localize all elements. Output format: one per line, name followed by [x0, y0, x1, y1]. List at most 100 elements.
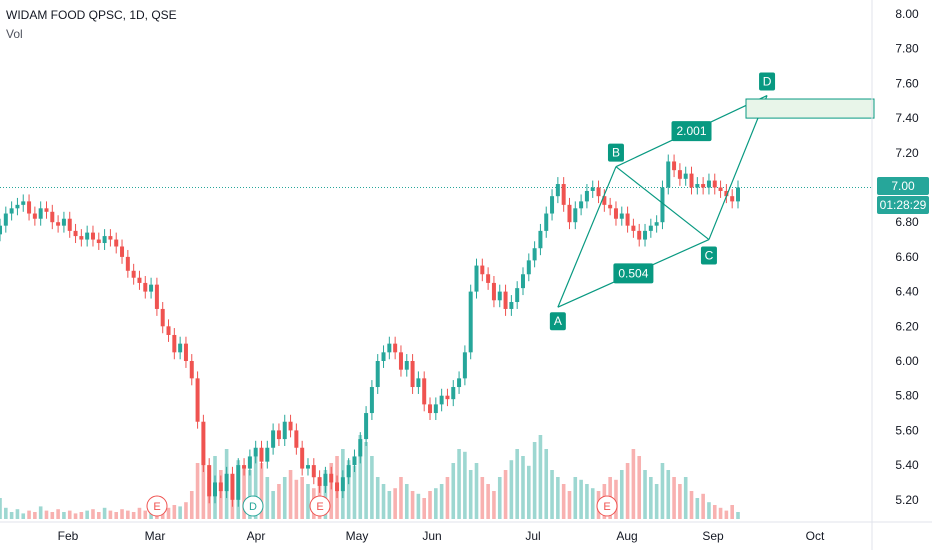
- candle-body: [579, 201, 584, 209]
- pattern-point-d: D: [759, 72, 776, 91]
- volume-bar: [195, 463, 200, 519]
- volume-bar: [399, 477, 403, 519]
- candle-body: [677, 170, 682, 179]
- candle-body: [259, 447, 264, 462]
- volume-bar: [660, 463, 665, 519]
- volume-bar: [306, 484, 310, 519]
- candle-body: [340, 477, 345, 492]
- candle-body: [61, 218, 66, 226]
- dividend-marker: D: [242, 495, 264, 517]
- price-tick-label: 6.20: [895, 319, 919, 333]
- volume-bar: [108, 510, 113, 519]
- candle-body: [666, 161, 671, 188]
- volume-bar: [654, 484, 659, 519]
- volume-bar: [300, 477, 304, 519]
- volume-bar: [102, 507, 107, 519]
- candle-body: [445, 395, 450, 400]
- volume-bar: [666, 470, 671, 519]
- candle-body: [724, 190, 729, 197]
- volume-bar: [189, 491, 194, 519]
- candle-body: [730, 196, 735, 202]
- volume-bar: [468, 470, 473, 519]
- candle-body: [120, 246, 125, 257]
- candle-body: [131, 270, 136, 278]
- last-price-tag: 7.00: [877, 177, 929, 195]
- candle-body: [329, 473, 334, 483]
- volume-bar: [50, 512, 55, 519]
- time-tick-label: Apr: [247, 529, 266, 543]
- price-tick-label: 5.80: [895, 389, 919, 403]
- candle-body: [305, 465, 310, 469]
- candle-body: [364, 413, 369, 440]
- candle-body: [573, 208, 578, 223]
- candle-body: [375, 361, 380, 388]
- candle-body: [712, 180, 717, 188]
- volume-bar: [271, 491, 275, 519]
- price-tick-label: 7.40: [895, 111, 919, 125]
- candle-body: [369, 387, 374, 414]
- volume-bar: [404, 484, 409, 519]
- volume-bar: [62, 512, 66, 519]
- candle-body: [230, 473, 235, 500]
- candle-body: [613, 208, 618, 219]
- candle-body: [265, 447, 270, 462]
- volume-bar: [375, 477, 380, 519]
- candle-body: [207, 465, 212, 497]
- pattern-point-a: A: [549, 312, 566, 331]
- volume-bar: [393, 488, 397, 519]
- candle-body: [480, 265, 485, 275]
- ratio-badge: [671, 121, 712, 142]
- candle-body: [393, 343, 398, 353]
- volume-bar: [201, 442, 206, 519]
- volume-bars: [0, 435, 740, 519]
- volume-bar: [463, 451, 467, 519]
- price-tick-label: 5.20: [895, 493, 919, 507]
- time-axis: Feb Mar Apr May Jun Jul Aug Sep Oct: [58, 529, 825, 543]
- candle-body: [584, 190, 589, 202]
- marker-letter: E: [603, 501, 610, 513]
- volume-bar: [137, 507, 142, 519]
- candle-body: [247, 456, 252, 469]
- candle-body: [689, 173, 694, 188]
- candle-body: [0, 225, 2, 235]
- volume-bar: [451, 463, 456, 519]
- volume-bar: [527, 465, 531, 519]
- marker-letter: E: [153, 501, 160, 513]
- volume-bar: [73, 513, 78, 519]
- target-zone: [745, 98, 875, 119]
- point-label: D: [763, 75, 772, 89]
- candle-body: [166, 326, 171, 335]
- volume-bar: [166, 507, 171, 519]
- volume-bar: [532, 442, 537, 519]
- candle-body: [422, 378, 427, 405]
- candle-body: [102, 236, 107, 244]
- candle-body: [27, 201, 32, 214]
- volume-bar: [561, 484, 566, 519]
- candle-body: [695, 184, 700, 188]
- volume-bar: [619, 470, 624, 519]
- volume-bar: [253, 456, 258, 519]
- marker-circle: [596, 495, 618, 517]
- point-label: B: [612, 146, 620, 160]
- price-tick-label: 6.40: [895, 285, 919, 299]
- candle-body: [561, 184, 566, 205]
- candle-body: [317, 477, 322, 486]
- volume-bar: [556, 477, 560, 519]
- volume-bar: [364, 442, 368, 519]
- candle-body: [526, 260, 531, 275]
- candle-body: [410, 361, 415, 388]
- candle-body: [50, 211, 55, 223]
- volume-bar: [277, 484, 281, 519]
- pattern-line: [708, 95, 768, 240]
- candle-body: [9, 208, 14, 214]
- volume-bar: [509, 460, 514, 519]
- candle-body: [154, 284, 159, 309]
- candle-body: [439, 395, 444, 405]
- volume-bar: [724, 510, 729, 519]
- volume-bar: [387, 491, 392, 519]
- point-badge: [607, 143, 624, 162]
- time-tick-label: Feb: [58, 529, 79, 543]
- candle-body: [73, 230, 78, 237]
- volume-bar: [503, 470, 508, 519]
